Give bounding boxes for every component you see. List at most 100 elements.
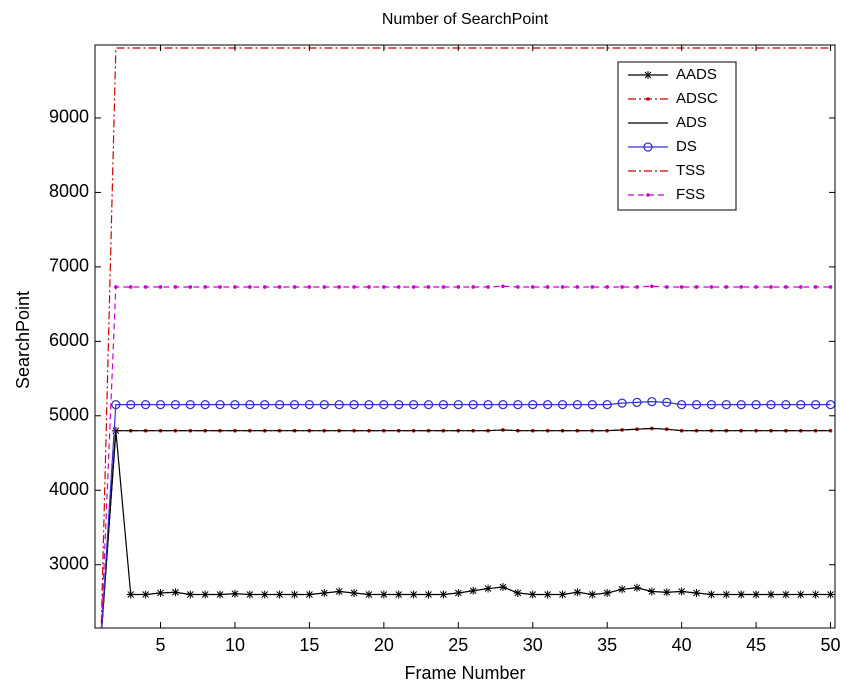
marker — [408, 399, 419, 410]
marker — [647, 587, 656, 596]
series-line — [101, 427, 831, 628]
marker — [560, 285, 565, 289]
marker — [99, 637, 103, 641]
legend-label: AADS — [676, 66, 717, 83]
marker — [99, 637, 103, 641]
marker — [587, 399, 597, 410]
marker — [825, 399, 835, 410]
marker — [677, 587, 686, 596]
marker — [498, 583, 507, 592]
y-tick-label: 7000 — [49, 256, 89, 276]
marker — [620, 285, 624, 289]
marker — [543, 590, 552, 599]
marker — [200, 399, 210, 410]
marker — [335, 587, 344, 596]
marker — [545, 285, 550, 289]
marker — [796, 590, 805, 599]
marker — [186, 590, 195, 599]
marker — [662, 397, 672, 408]
plot-lines — [99, 47, 835, 641]
marker — [484, 584, 493, 593]
x-tick-label: 35 — [597, 635, 617, 655]
y-tick-label: 3000 — [49, 553, 89, 573]
x-tick-label: 40 — [672, 635, 692, 655]
marker — [724, 285, 729, 289]
marker — [218, 285, 222, 289]
marker — [143, 285, 148, 289]
marker — [379, 590, 388, 599]
series-line — [100, 285, 831, 628]
marker — [754, 285, 758, 289]
marker — [394, 399, 404, 410]
marker — [501, 284, 505, 289]
marker — [245, 590, 254, 599]
marker — [590, 285, 595, 289]
marker — [441, 285, 446, 289]
marker — [528, 399, 538, 410]
marker — [781, 590, 790, 599]
marker — [438, 399, 449, 410]
marker — [722, 590, 731, 599]
marker — [766, 590, 775, 599]
marker — [572, 399, 583, 410]
marker — [542, 399, 553, 410]
marker — [382, 285, 386, 289]
marker — [396, 285, 401, 289]
marker — [692, 589, 701, 598]
marker — [513, 589, 522, 598]
marker — [469, 586, 478, 595]
marker — [394, 590, 403, 599]
y-tick-label: 9000 — [49, 107, 89, 127]
y-tick-label: 6000 — [49, 330, 89, 350]
marker — [409, 590, 418, 599]
marker — [423, 399, 434, 410]
marker — [781, 399, 791, 410]
marker — [618, 585, 627, 594]
marker — [111, 399, 121, 410]
legend-label: ADSC — [676, 90, 718, 107]
marker — [486, 285, 490, 289]
marker — [676, 399, 687, 410]
marker — [201, 590, 210, 599]
x-tick-label: 25 — [448, 635, 468, 655]
marker — [679, 285, 684, 289]
x-tick-label: 15 — [299, 635, 319, 655]
marker — [349, 399, 359, 410]
marker — [646, 193, 650, 197]
marker — [796, 399, 806, 410]
marker — [185, 399, 195, 410]
marker — [736, 399, 746, 410]
marker — [632, 583, 641, 592]
marker — [784, 285, 788, 289]
y-tick-label: 4000 — [49, 479, 89, 499]
marker — [352, 285, 356, 289]
legend-label: TSS — [676, 162, 705, 179]
legend-label: ADS — [676, 114, 707, 131]
marker — [557, 399, 568, 410]
chart-title: Number of SearchPoint — [382, 11, 549, 28]
marker — [471, 285, 475, 289]
marker — [305, 590, 314, 599]
marker — [644, 71, 652, 79]
marker — [706, 399, 717, 410]
marker — [307, 285, 312, 289]
marker — [635, 285, 639, 289]
marker — [426, 285, 431, 289]
marker — [277, 285, 282, 289]
marker — [498, 399, 508, 410]
y-tick-label: 5000 — [49, 405, 89, 425]
marker — [646, 97, 650, 101]
marker — [230, 589, 239, 598]
marker — [350, 589, 359, 598]
marker — [516, 285, 520, 289]
marker — [647, 397, 657, 407]
marker — [319, 399, 329, 410]
marker — [171, 588, 180, 597]
x-tick-label: 45 — [746, 635, 766, 655]
marker — [334, 399, 344, 410]
marker — [558, 590, 567, 599]
marker — [632, 397, 642, 408]
marker — [367, 285, 371, 289]
